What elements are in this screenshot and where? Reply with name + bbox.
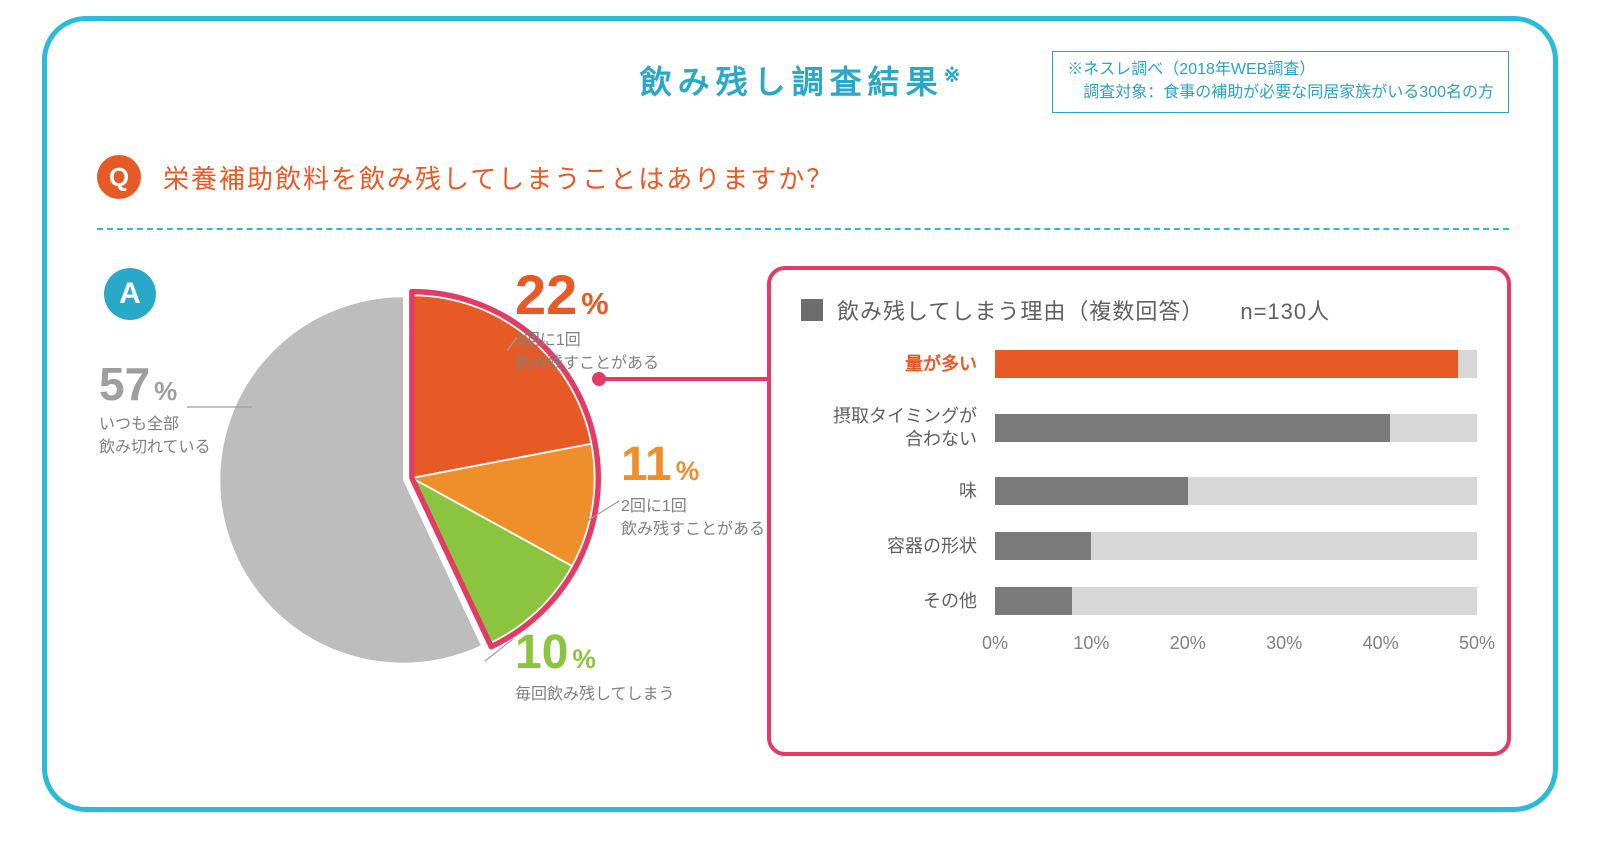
bar-label: 摂取タイミングが合わない (809, 405, 977, 450)
axis-tick: 10% (1073, 633, 1109, 654)
bar-label: 容器の形状 (809, 535, 977, 558)
legend-square-icon (801, 299, 823, 321)
pct-value: 57 (99, 361, 150, 407)
bar-fill (995, 414, 1390, 442)
bar-track (995, 532, 1477, 560)
reason-title-row: 飲み残してしまう理由（複数回答） n=130人 (801, 294, 1477, 326)
bar-track (995, 414, 1477, 442)
question-row: Q 栄養補助飲料を飲み残してしまうことはありますか？ (97, 155, 834, 199)
dashed-divider (97, 228, 1509, 230)
question-text: 栄養補助飲料を飲み残してしまうことはありますか？ (163, 159, 834, 196)
bar-fill (995, 350, 1458, 378)
title-superscript: ※ (944, 64, 961, 86)
pie-desc: いつも全部 飲み切れている (99, 413, 211, 459)
reason-n: n=130人 (1240, 294, 1330, 326)
bar-track (995, 350, 1477, 378)
bar-label: その他 (809, 590, 977, 613)
pie-desc: 毎回飲み残してしまう (515, 683, 675, 706)
reason-panel: 飲み残してしまう理由（複数回答） n=130人 量が多い摂取タイミングが合わない… (767, 266, 1511, 756)
survey-card: 飲み残し調査結果※ ※ネスレ調べ（2018年WEB調査） 調査対象：食事の補助が… (42, 16, 1558, 812)
bar-fill (995, 587, 1072, 615)
source-note-line1: ※ネスレ調べ（2018年WEB調査） (1067, 58, 1494, 81)
source-note-box: ※ネスレ調べ（2018年WEB調査） 調査対象：食事の補助が必要な同居家族がいる… (1052, 51, 1509, 113)
page-title: 飲み残し調査結果※ (640, 57, 961, 103)
pie-desc: 3回に1回 飲み残すことがある (515, 329, 659, 375)
reason-title: 飲み残してしまう理由（複数回答） (837, 294, 1204, 326)
bar-axis: 0%10%20%30%40%50% (809, 629, 1477, 659)
pie-desc: 2回に1回 飲み残すことがある (621, 495, 765, 541)
bar-track (995, 477, 1477, 505)
axis-tick: 40% (1363, 633, 1399, 654)
pie-label-one-in-two: 11% 2回に1回 飲み残すことがある (621, 441, 765, 541)
axis-tick: 0% (982, 633, 1008, 654)
axis-tick: 30% (1266, 633, 1302, 654)
axis-tick: 50% (1459, 633, 1495, 654)
pie-label-always-finish: 57% いつも全部 飲み切れている (99, 361, 211, 459)
bar-label: 量が多い (809, 353, 977, 376)
pie-label-every-time: 10% 毎回飲み残してしまう (515, 629, 675, 706)
question-badge: Q (97, 155, 141, 199)
bar-label: 味 (809, 480, 977, 503)
axis-tick: 20% (1170, 633, 1206, 654)
answer-badge: A (104, 268, 156, 320)
title-text: 飲み残し調査結果 (640, 64, 944, 100)
pct-unit: % (154, 376, 177, 406)
bar-fill (995, 532, 1091, 560)
bar-fill (995, 477, 1188, 505)
source-note-line2: 調査対象：食事の補助が必要な同居家族がいる300名の方 (1067, 81, 1494, 104)
pie-label-one-in-three: 22% 3回に1回 飲み残すことがある (515, 267, 659, 375)
bar-chart: 量が多い摂取タイミングが合わない味容器の形状その他 (809, 350, 1477, 615)
bar-track (995, 587, 1477, 615)
